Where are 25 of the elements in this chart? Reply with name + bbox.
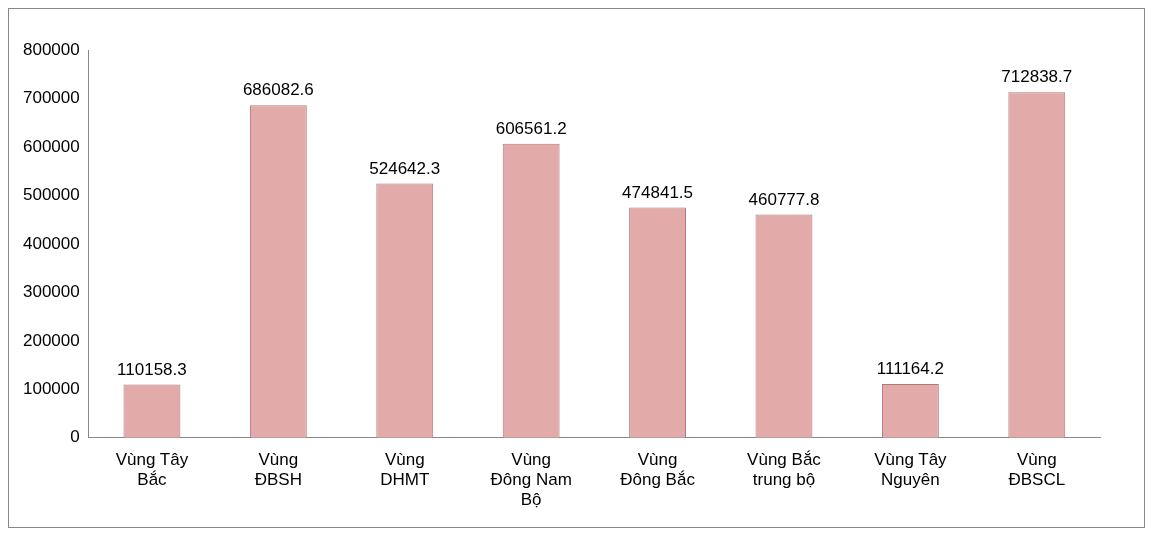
y-tick-label: 100000 <box>22 379 80 399</box>
data-label: 524642.3 <box>369 158 441 178</box>
y-tick-label: 700000 <box>22 88 80 108</box>
x-tick-label: Vùng DHMT <box>380 449 430 490</box>
x-tick-label: Vùng Bắc trung bộ <box>747 449 822 490</box>
y-tick-label: 500000 <box>22 185 80 205</box>
y-tick-label: 800000 <box>22 39 80 59</box>
x-tick-label: Vùng Tây Nguyên <box>874 449 948 490</box>
x-tick-label: Vùng ĐBSCL <box>1008 449 1066 490</box>
y-tick-label: 200000 <box>22 330 80 350</box>
data-label: 686082.6 <box>242 80 314 100</box>
x-tick-label: Vùng Đông Nam Bộ <box>490 449 572 510</box>
data-label: 110158.3 <box>117 359 187 379</box>
data-label: 111164.2 <box>876 359 944 379</box>
y-tick-label: 300000 <box>22 282 80 302</box>
data-label: 474841.5 <box>622 182 694 202</box>
y-tick-label: 600000 <box>22 136 80 156</box>
x-tick-label: Vùng Tây Bắc <box>115 449 189 490</box>
x-tick-label: Vùng ĐBSH <box>254 449 302 490</box>
x-tick-label: Vùng Đông Bắc <box>620 449 696 490</box>
y-tick-label: 400000 <box>22 233 80 253</box>
data-label: 606561.2 <box>495 118 567 138</box>
y-tick-label: 0 <box>70 427 80 447</box>
data-label: 460777.8 <box>748 189 820 209</box>
data-label: 712838.7 <box>1001 67 1073 87</box>
